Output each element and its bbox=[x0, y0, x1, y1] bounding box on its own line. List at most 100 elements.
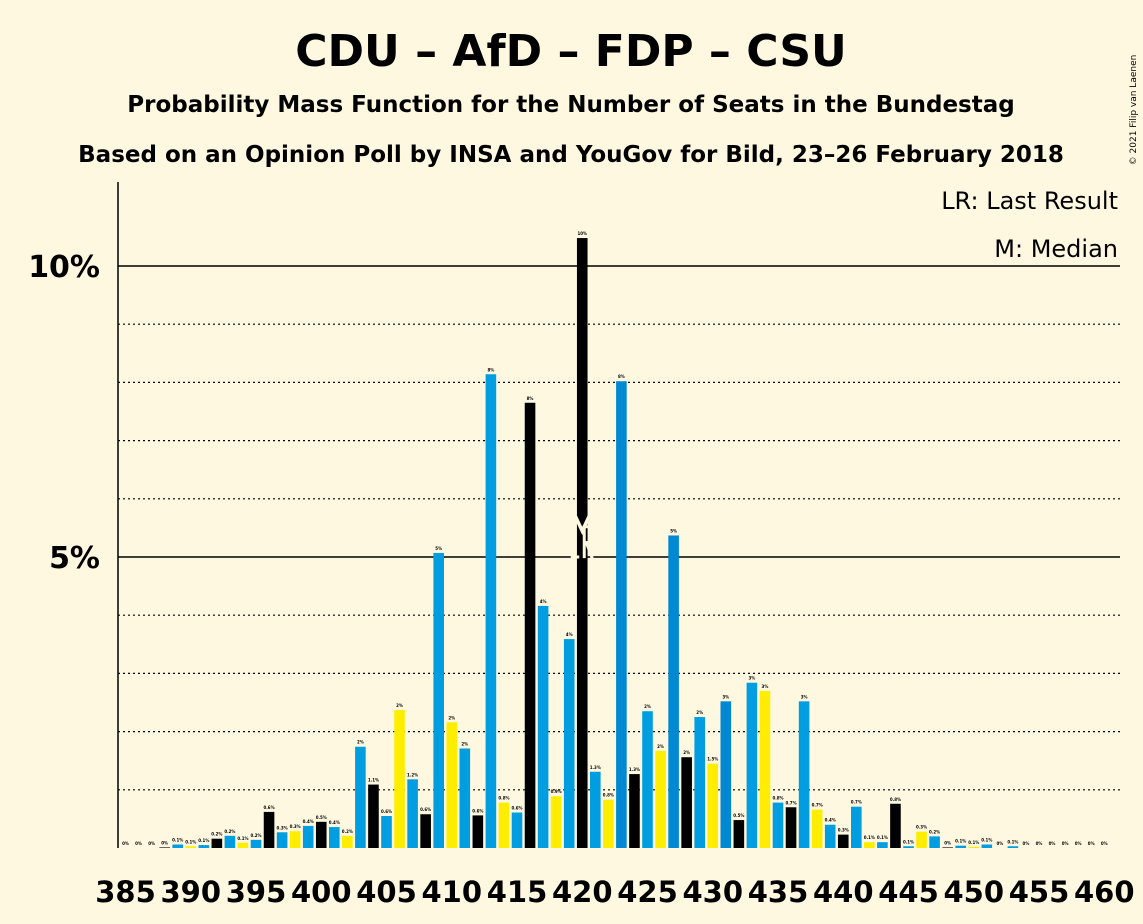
bar-label-448: 0% bbox=[944, 840, 951, 845]
bar-label-426: 2% bbox=[657, 744, 664, 749]
x-tick-label-425: 425 bbox=[617, 875, 678, 909]
bar-seat-401 bbox=[329, 827, 340, 848]
bar-seat-419 bbox=[563, 639, 575, 848]
bar-seat-433 bbox=[746, 682, 758, 848]
bar-seat-388 bbox=[159, 847, 170, 848]
bar-label-423: 8% bbox=[618, 374, 625, 379]
x-tick-label-395: 395 bbox=[226, 875, 287, 909]
chart-subtitle-2: Based on an Opinion Poll by INSA and You… bbox=[78, 142, 1064, 168]
bar-label-421: 1.3% bbox=[590, 765, 601, 770]
bar-label-399: 0.4% bbox=[303, 819, 314, 824]
bar-label-452: 0% bbox=[996, 841, 1003, 846]
markers-group bbox=[570, 515, 594, 559]
bar-seat-426 bbox=[655, 750, 666, 848]
bar-seat-449 bbox=[955, 845, 966, 848]
bar-seat-420 bbox=[576, 238, 588, 849]
bar-seat-402 bbox=[342, 835, 353, 848]
bar-label-457: 0% bbox=[1062, 841, 1069, 846]
bar-label-436: 0.7% bbox=[786, 800, 797, 805]
bar-seat-422 bbox=[603, 799, 614, 848]
bar-seat-425 bbox=[642, 711, 653, 848]
chart-title: CDU – AfD – FDP – CSU bbox=[295, 26, 847, 77]
bar-seat-445 bbox=[903, 846, 914, 848]
bar-label-450: 0.1% bbox=[968, 840, 979, 845]
bar-seat-450 bbox=[968, 846, 980, 848]
bar-seat-413 bbox=[485, 374, 497, 848]
bar-label-410: 2% bbox=[448, 715, 455, 720]
bar-label-406: 2% bbox=[396, 703, 403, 708]
bar-label-439: 0.4% bbox=[825, 818, 836, 823]
bar-seat-434 bbox=[759, 690, 771, 848]
last-result-marker bbox=[570, 525, 594, 559]
bar-label-388: 0% bbox=[161, 840, 168, 845]
bar-label-431: 3% bbox=[722, 694, 729, 699]
bar-seat-396 bbox=[263, 811, 275, 848]
bar-label-398: 0.3% bbox=[290, 824, 301, 829]
bar-label-432: 0.5% bbox=[733, 813, 744, 818]
bar-label-389: 0.1% bbox=[172, 838, 183, 843]
bar-label-443: 0.1% bbox=[877, 835, 888, 840]
bar-seat-406 bbox=[394, 710, 405, 848]
bar-seat-429 bbox=[694, 717, 705, 848]
y-tick-label-5: 5% bbox=[49, 541, 100, 576]
bar-label-400: 0.5% bbox=[316, 815, 327, 820]
bar-seat-397 bbox=[276, 832, 288, 848]
bar-label-428: 2% bbox=[683, 750, 690, 755]
bar-label-451: 0.1% bbox=[981, 838, 992, 843]
bar-seat-439 bbox=[824, 824, 836, 848]
x-tick-label-450: 450 bbox=[943, 875, 1004, 909]
bar-label-394: 0.1% bbox=[237, 836, 248, 841]
bar-seat-411 bbox=[459, 748, 471, 848]
chart-subtitle-1: Probability Mass Function for the Number… bbox=[127, 92, 1014, 118]
bar-label-404: 1.1% bbox=[368, 778, 379, 783]
bar-seat-416 bbox=[524, 402, 536, 848]
bar-seat-444 bbox=[890, 803, 901, 848]
bar-label-420: 10% bbox=[577, 231, 587, 236]
bar-label-415: 0.6% bbox=[511, 805, 522, 810]
bar-seat-448 bbox=[942, 847, 953, 848]
bar-seat-437 bbox=[798, 701, 810, 848]
bar-seat-405 bbox=[381, 815, 392, 848]
bar-seat-414 bbox=[498, 802, 510, 848]
bar-seat-398 bbox=[289, 831, 301, 848]
bar-seat-407 bbox=[407, 779, 418, 848]
bar-label-437: 3% bbox=[801, 694, 808, 699]
bar-seat-392 bbox=[211, 838, 223, 848]
bar-label-440: 0.3% bbox=[838, 828, 849, 833]
bar-seat-441 bbox=[851, 806, 862, 848]
bar-label-402: 0.2% bbox=[342, 829, 353, 834]
bar-label-397: 0.3% bbox=[277, 825, 288, 830]
bar-seat-428 bbox=[681, 757, 692, 848]
bar-label-387: 0% bbox=[148, 841, 155, 846]
x-tick-label-435: 435 bbox=[748, 875, 809, 909]
x-tick-label-385: 385 bbox=[95, 875, 156, 909]
bar-label-401: 0.4% bbox=[329, 820, 340, 825]
bar-label-412: 0.6% bbox=[472, 808, 483, 813]
bar-seat-415 bbox=[511, 812, 523, 848]
bar-seat-424 bbox=[629, 774, 640, 848]
bar-label-414: 0.8% bbox=[498, 796, 509, 801]
x-tick-label-455: 455 bbox=[1009, 875, 1070, 909]
bar-seat-404 bbox=[368, 784, 379, 848]
x-tick-label-415: 415 bbox=[487, 875, 548, 909]
bar-seat-430 bbox=[707, 763, 719, 848]
bar-label-453: 0.1% bbox=[1007, 839, 1018, 844]
bar-label-438: 0.7% bbox=[812, 803, 823, 808]
bar-seat-453 bbox=[1007, 846, 1019, 848]
bar-seat-393 bbox=[224, 835, 236, 848]
x-tick-label-400: 400 bbox=[291, 875, 352, 909]
bar-seat-389 bbox=[172, 844, 183, 848]
bar-label-390: 0.1% bbox=[185, 839, 196, 844]
x-tick-label-390: 390 bbox=[160, 875, 221, 909]
bar-label-409: 5% bbox=[435, 546, 442, 551]
bar-label-417: 4% bbox=[540, 599, 547, 604]
bar-seat-442 bbox=[864, 842, 875, 848]
bar-seat-435 bbox=[772, 802, 784, 848]
bar-seat-418 bbox=[550, 796, 562, 848]
bar-seat-399 bbox=[302, 825, 314, 848]
bar-seat-403 bbox=[355, 746, 366, 848]
bar-label-455: 0% bbox=[1036, 841, 1043, 846]
bar-label-416: 8% bbox=[527, 396, 534, 401]
